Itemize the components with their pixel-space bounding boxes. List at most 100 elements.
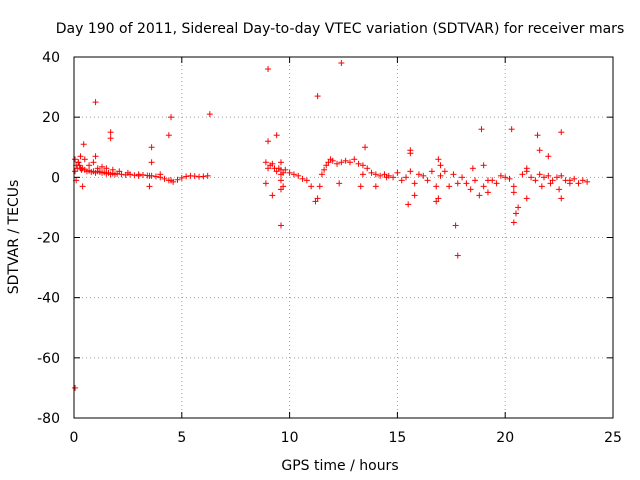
y-tick-label: 40	[42, 50, 60, 66]
data-point	[484, 189, 491, 196]
data-point	[299, 175, 306, 182]
data-point	[372, 183, 379, 190]
y-tick-label: -80	[37, 411, 60, 427]
data-point	[415, 171, 422, 178]
data-point	[405, 201, 412, 208]
data-point	[534, 132, 541, 139]
data-point	[262, 159, 269, 166]
data-point	[515, 204, 522, 211]
data-point	[357, 183, 364, 190]
data-point	[510, 183, 517, 190]
data-point	[107, 129, 114, 136]
data-points	[72, 60, 591, 391]
data-point	[277, 171, 284, 178]
data-point	[323, 162, 330, 169]
data-point	[411, 180, 418, 187]
data-point	[497, 172, 504, 179]
data-point	[86, 162, 93, 169]
data-point	[109, 166, 116, 173]
data-point	[314, 195, 321, 202]
data-point	[135, 171, 142, 178]
data-point	[452, 222, 459, 229]
data-point	[265, 165, 272, 172]
data-point	[165, 132, 172, 139]
data-point	[575, 180, 582, 187]
data-point	[277, 159, 284, 166]
data-point	[99, 163, 106, 170]
data-point	[472, 177, 479, 184]
data-point	[265, 138, 272, 145]
data-point	[556, 186, 563, 193]
y-tick-label: -60	[37, 351, 60, 367]
data-point	[269, 160, 276, 167]
data-point	[77, 153, 84, 160]
data-point	[191, 173, 198, 180]
data-point	[541, 174, 548, 181]
data-point	[493, 180, 500, 187]
data-point	[338, 159, 345, 166]
data-point	[277, 177, 284, 184]
data-point	[72, 156, 79, 163]
data-point	[316, 183, 323, 190]
data-point	[295, 172, 302, 179]
data-point	[454, 180, 461, 187]
data-point	[303, 177, 310, 184]
data-point	[459, 174, 466, 181]
data-point	[200, 173, 207, 180]
data-point	[433, 198, 440, 205]
data-point	[338, 60, 345, 67]
data-point	[92, 153, 99, 160]
data-point	[183, 173, 190, 180]
data-point	[336, 180, 343, 187]
data-point	[146, 172, 153, 179]
data-point	[262, 180, 269, 187]
data-point	[321, 166, 328, 173]
data-point	[80, 141, 87, 148]
data-point	[329, 157, 336, 164]
y-tick-label: -20	[37, 231, 60, 247]
data-point	[480, 162, 487, 169]
data-point	[76, 162, 83, 169]
data-point	[381, 171, 388, 178]
data-point	[584, 178, 591, 185]
data-point	[435, 156, 442, 163]
data-point	[346, 159, 353, 166]
data-point	[553, 174, 560, 181]
data-point	[545, 153, 552, 160]
data-point	[437, 162, 444, 169]
data-point	[446, 183, 453, 190]
data-point	[536, 147, 543, 154]
data-point	[441, 168, 448, 175]
data-point	[390, 174, 397, 181]
data-point	[372, 171, 379, 178]
data-point	[566, 180, 573, 187]
data-point	[355, 160, 362, 167]
axis-ticks: 0 5 10 15 20 25 -80 -60 -40 -20 0 20 40	[37, 50, 622, 446]
data-point	[450, 171, 457, 178]
data-point	[528, 174, 535, 181]
data-point	[433, 183, 440, 190]
data-point	[547, 180, 554, 187]
data-point	[92, 99, 99, 106]
data-point	[94, 165, 101, 172]
data-point	[178, 174, 185, 181]
data-point	[424, 177, 431, 184]
x-tick-label: 25	[604, 430, 622, 446]
data-point	[359, 171, 366, 178]
data-point	[558, 172, 565, 179]
data-point	[157, 171, 164, 178]
data-point	[558, 195, 565, 202]
data-point	[403, 174, 410, 181]
data-point	[269, 192, 276, 199]
data-point	[148, 144, 155, 151]
data-point	[510, 189, 517, 196]
data-point	[480, 183, 487, 190]
data-point	[131, 172, 138, 179]
data-point	[146, 183, 153, 190]
data-point	[506, 175, 513, 182]
data-point	[174, 176, 181, 183]
data-point	[277, 186, 284, 193]
data-point	[467, 186, 474, 193]
data-point	[538, 183, 545, 190]
